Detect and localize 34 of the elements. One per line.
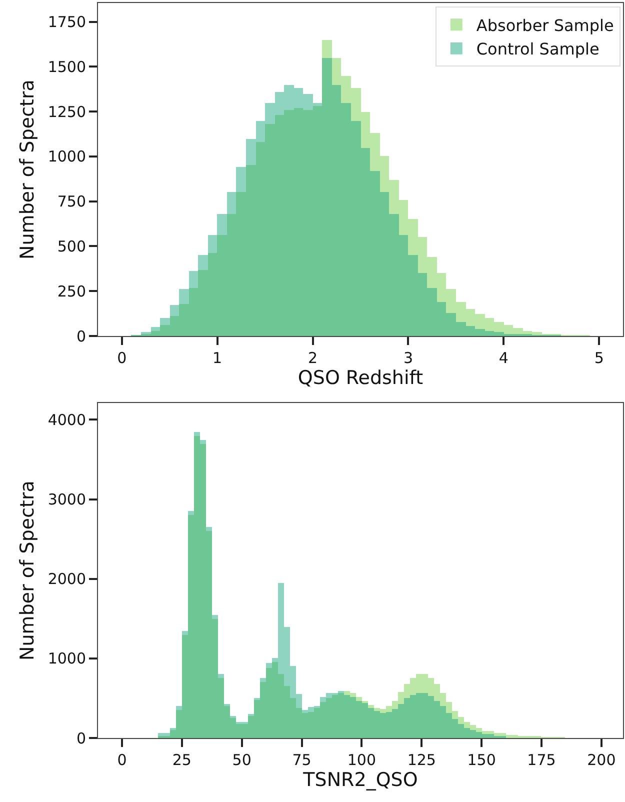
x-tick-label: 5 <box>594 349 604 367</box>
y-tick-label: 0 <box>76 729 86 748</box>
x-tick-label: 2 <box>308 349 318 367</box>
x-tick-label: 0 <box>117 349 127 367</box>
y-tick-label: 2000 <box>48 570 86 588</box>
y-tick-label: 1250 <box>48 102 86 121</box>
x-tick-label: 1 <box>212 349 222 367</box>
y-tick-label: 1750 <box>48 13 86 32</box>
x-tick-label: 150 <box>467 751 496 769</box>
y-tick-label: 1500 <box>48 58 86 76</box>
x-tick-label: 75 <box>292 751 312 769</box>
x-tick-label: 200 <box>587 751 616 769</box>
x-tick-label: 25 <box>172 751 192 769</box>
x-tick-label: 100 <box>347 751 376 769</box>
y-tick-label: 1000 <box>48 650 86 668</box>
x-tick-label: 125 <box>407 751 436 769</box>
y-tick-label: 4000 <box>48 410 86 429</box>
legend-label: Control Sample <box>476 40 600 59</box>
legend-label: Absorber Sample <box>476 16 614 35</box>
x-tick-label: 0 <box>117 751 127 769</box>
y-tick-label: 500 <box>57 237 86 256</box>
y-tick-label: 750 <box>57 192 86 211</box>
x-tick-label: 4 <box>498 349 508 367</box>
y-tick-label: 1000 <box>48 148 86 166</box>
x-axis-title: TSNR2_QSO <box>302 769 418 791</box>
x-tick-label: 175 <box>527 751 556 769</box>
y-axis-title: Number of Spectra <box>16 80 39 260</box>
y-tick-label: 250 <box>57 282 86 300</box>
y-tick-label: 3000 <box>48 490 86 509</box>
y-tick-label: 0 <box>76 327 86 346</box>
x-tick-label: 3 <box>403 349 414 367</box>
x-axis-title: QSO Redshift <box>298 367 424 389</box>
x-tick-label: 50 <box>232 751 252 769</box>
y-axis-title: Number of Spectra <box>16 480 39 660</box>
